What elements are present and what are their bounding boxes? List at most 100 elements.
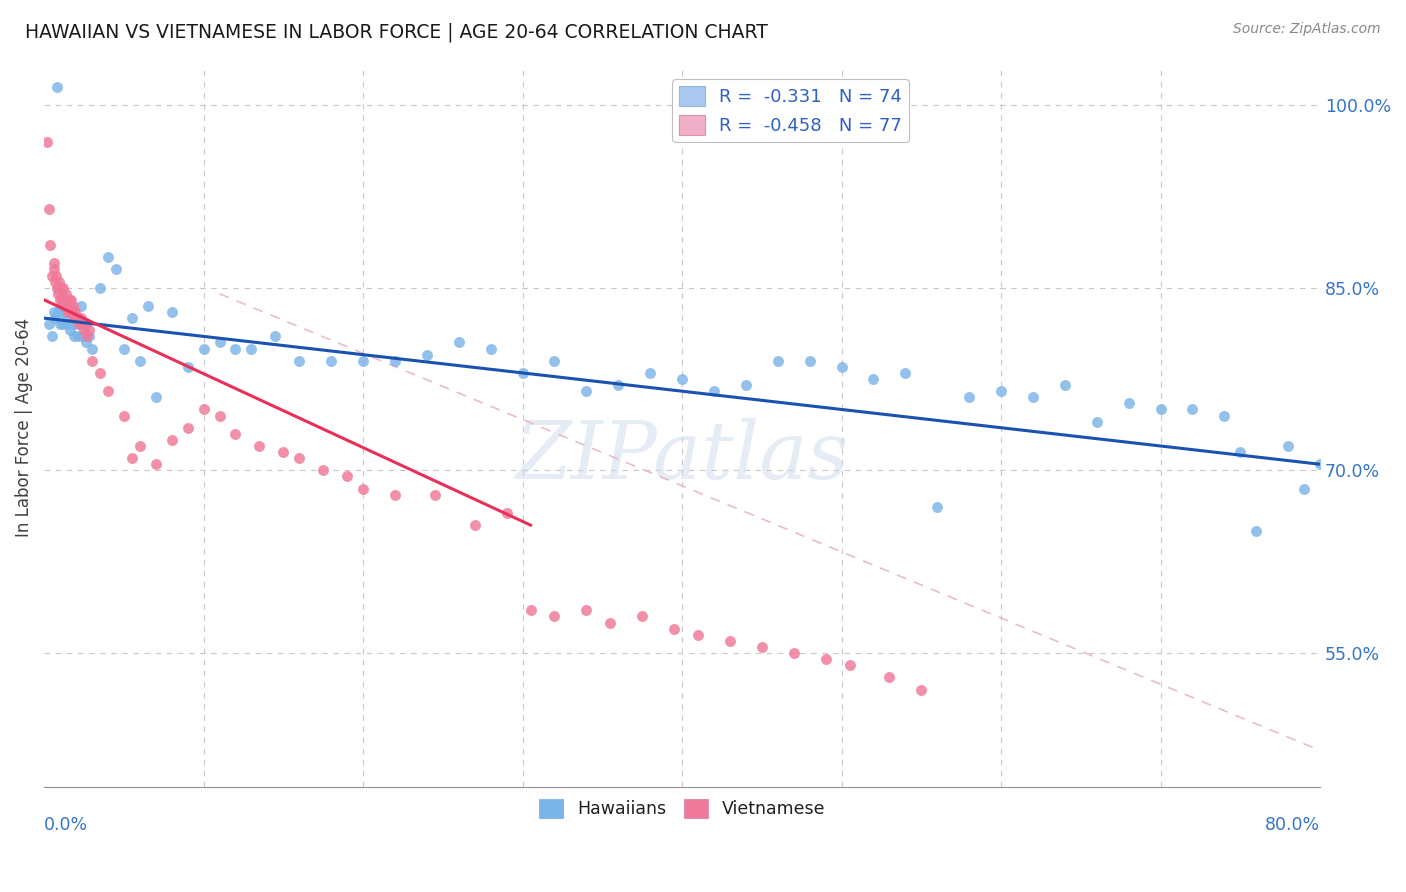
Point (447, 335, 470, 350)
Point (1149, 402, 1171, 417)
Point (1022, 390, 1045, 404)
Point (662, 622, 685, 636)
Point (1244, 524, 1267, 539)
Point (1213, 409, 1236, 423)
Point (352, 482, 374, 496)
Point (59, 323, 82, 337)
Point (42, 305, 65, 319)
Text: ZIPatlas: ZIPatlas (516, 417, 849, 495)
Point (879, 670, 901, 684)
Point (63, 305, 86, 319)
Point (65, 311, 87, 326)
Point (49, 293, 72, 307)
Point (1181, 402, 1204, 417)
Point (208, 335, 231, 350)
Point (799, 353, 821, 368)
Point (62, 317, 84, 331)
Point (49, 317, 72, 331)
Point (77, 323, 100, 337)
Point (831, 359, 853, 374)
Point (990, 384, 1012, 399)
Point (97, 384, 120, 399)
Text: HAWAIIAN VS VIETNAMESE IN LABOR FORCE | AGE 20-64 CORRELATION CHART: HAWAIIAN VS VIETNAMESE IN LABOR FORCE | … (25, 22, 768, 42)
Point (46, 286, 69, 301)
Point (464, 518, 486, 533)
Point (575, 384, 598, 399)
Point (112, 342, 135, 356)
Y-axis label: In Labor Force | Age 20-64: In Labor Force | Age 20-64 (15, 318, 32, 537)
Point (416, 348, 439, 362)
Point (55, 299, 77, 313)
Point (60, 305, 83, 319)
Point (52, 281, 75, 295)
Point (910, 682, 932, 697)
Point (39, 238, 62, 252)
Point (45, 281, 67, 295)
Point (543, 609, 565, 624)
Text: 80.0%: 80.0% (1265, 815, 1320, 834)
Point (1277, 439, 1299, 453)
Point (41, 329, 63, 343)
Point (312, 463, 335, 477)
Point (288, 451, 311, 466)
Point (56, 317, 79, 331)
Point (1309, 457, 1331, 471)
Point (52, 317, 75, 331)
Point (249, 439, 271, 453)
Point (72, 329, 94, 343)
Point (783, 646, 806, 660)
Point (38, 317, 60, 331)
Point (48, 305, 70, 319)
Point (112, 409, 135, 423)
Point (51, 286, 73, 301)
Point (66, 311, 89, 326)
Point (45, 79, 67, 94)
Point (51, 293, 73, 307)
Point (73, 323, 96, 337)
Point (45, 268, 67, 283)
Point (894, 366, 917, 380)
Point (53, 293, 76, 307)
Point (89, 281, 111, 295)
Point (69, 311, 91, 326)
Point (67, 317, 90, 331)
Point (56, 293, 79, 307)
Point (927, 500, 949, 514)
Point (76, 329, 98, 343)
Point (193, 342, 215, 356)
Point (75, 317, 97, 331)
Text: Source: ZipAtlas.com: Source: ZipAtlas.com (1233, 22, 1381, 37)
Point (957, 390, 980, 404)
Point (41, 268, 63, 283)
Point (321, 353, 343, 368)
Point (1294, 482, 1316, 496)
Point (56, 305, 79, 319)
Point (862, 372, 884, 386)
Point (58, 293, 80, 307)
Point (77, 329, 100, 343)
Point (176, 359, 198, 374)
Point (224, 342, 246, 356)
Point (62, 299, 84, 313)
Point (66, 329, 89, 343)
Point (59, 305, 82, 319)
Point (80, 342, 103, 356)
Point (89, 366, 111, 380)
Point (53, 299, 76, 313)
Point (37, 135, 59, 149)
Point (208, 409, 231, 423)
Point (44, 311, 66, 326)
Point (631, 609, 654, 624)
Point (751, 640, 773, 654)
Point (686, 628, 709, 642)
Point (1229, 445, 1251, 459)
Point (97, 250, 120, 264)
Point (80, 353, 103, 368)
Point (1085, 415, 1108, 429)
Point (42, 262, 65, 277)
Point (336, 469, 359, 483)
Point (69, 299, 91, 313)
Point (145, 390, 167, 404)
Point (121, 451, 143, 466)
Point (352, 353, 374, 368)
